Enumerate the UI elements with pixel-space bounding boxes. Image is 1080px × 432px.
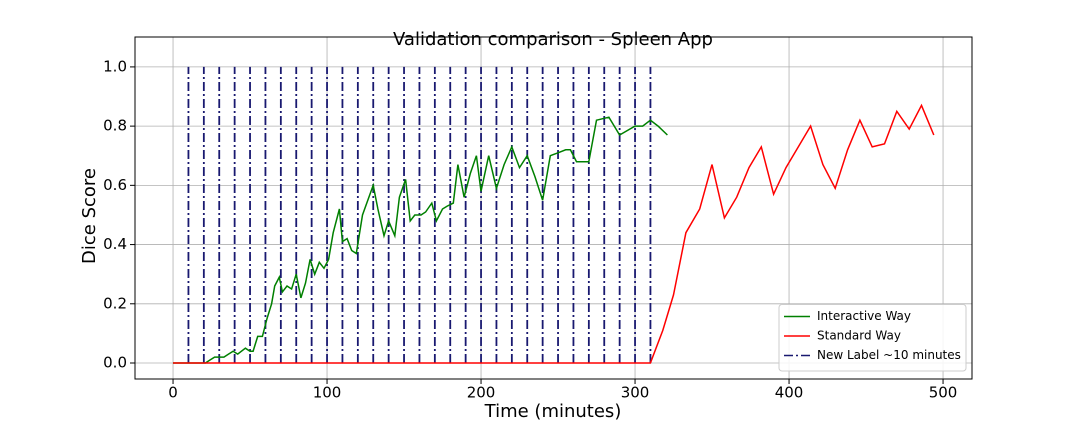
- legend-box: [778, 304, 967, 372]
- legend-label: New Label ~10 minutes: [817, 348, 961, 362]
- y-tick-label: 0.8: [103, 117, 127, 135]
- y-tick-label: 1.0: [103, 57, 127, 75]
- x-tick-label: 500: [929, 384, 958, 402]
- legend-label: Interactive Way: [817, 309, 911, 323]
- y-tick-label: 0.2: [103, 294, 127, 312]
- x-tick-label: 100: [313, 384, 342, 402]
- chart-title: Validation comparison - Spleen App: [393, 29, 713, 50]
- series-line: [173, 103, 935, 364]
- legend-label: Standard Way: [817, 329, 901, 343]
- y-tick-label: 0.4: [103, 235, 127, 253]
- y-tick-label: 0.0: [103, 354, 127, 372]
- plot-frame: [134, 36, 973, 380]
- y-tick-label: 0.6: [103, 176, 127, 194]
- x-tick-label: 400: [775, 384, 804, 402]
- y-axis-label: Dice Score: [79, 168, 100, 264]
- x-tick-label: 300: [621, 384, 650, 402]
- x-tick-label: 0: [168, 384, 178, 402]
- x-axis-label: Time (minutes): [484, 401, 622, 422]
- series-line: [173, 116, 668, 364]
- x-tick-label: 200: [467, 384, 496, 402]
